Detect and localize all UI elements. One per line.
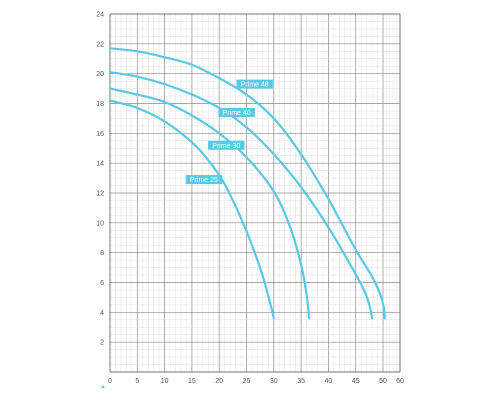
y-tick-label: 12 [96, 191, 104, 198]
series-line-prime-48 [108, 47, 386, 320]
series-label-prime-25: Prime 25 [185, 175, 223, 185]
series-label-box [208, 140, 245, 150]
series-line-prime-25 [108, 99, 275, 320]
x-tick-label: 25 [243, 378, 251, 385]
y-tick-label: 4 [100, 310, 104, 317]
series-line-prime-30 [108, 87, 311, 320]
series-label-text: Prime 25 [190, 177, 218, 184]
x-tick-label: 35 [297, 378, 305, 385]
x-tick-label: 50 [379, 378, 387, 385]
y-tick-label: 16 [96, 131, 104, 138]
series-label-box [218, 107, 255, 117]
x-tick-label: 20 [215, 378, 223, 385]
series-label-prime-30: Prime 30 [208, 140, 245, 150]
x-tick-label: 60 [396, 378, 404, 385]
series-labels: Prime 48 Prime 40 Prime 30 Prime 25 [185, 79, 273, 185]
y-tick-label: 20 [96, 71, 104, 78]
x-tick-label: 15 [188, 378, 196, 385]
y-tick-label: 6 [100, 280, 104, 287]
y-tick-label: 8 [100, 250, 104, 257]
grid [109, 13, 401, 373]
x-tick-label: 10 [161, 378, 169, 385]
x-tick-label: 0 [108, 378, 112, 385]
series-label-prime-48: Prime 48 [236, 79, 273, 89]
series-label-prime-40: Prime 40 [218, 107, 255, 117]
series-label-box [185, 175, 223, 185]
x-tick-label: 5 [135, 378, 139, 385]
series [108, 47, 386, 320]
series-label-text: Prime 30 [212, 143, 240, 150]
axes [109, 14, 400, 373]
x-tick-label: 45 [352, 378, 360, 385]
y-tick-label: 10 [96, 220, 104, 227]
series-label-box [236, 79, 273, 89]
x-tick-label: 40 [325, 378, 333, 385]
y-tick-label: 2 [100, 340, 104, 347]
y-tick-label: 24 [96, 12, 104, 19]
y-tick-label: 18 [96, 101, 104, 108]
scroll-marker-icon [101, 385, 105, 388]
y-tick-label: 22 [96, 41, 104, 48]
x-tick-label: 30 [270, 378, 278, 385]
series-label-text: Prime 40 [223, 110, 251, 117]
series-line-prime-40 [108, 71, 374, 320]
y-tick-label: 14 [96, 161, 104, 168]
series-label-text: Prime 48 [241, 82, 269, 89]
